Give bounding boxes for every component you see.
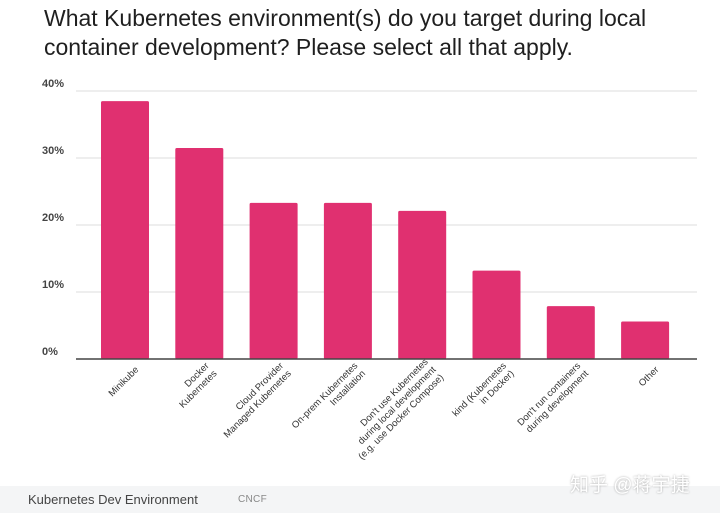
bar (621, 321, 670, 359)
chart-title: What Kubernetes environment(s) do you ta… (44, 5, 647, 60)
x-tick-label: kind (Kubernetesin Docker) (450, 360, 517, 427)
bar (546, 306, 595, 359)
watermark: 知乎 @蒋宇捷 (570, 475, 690, 496)
x-tick-label: Cloud ProviderManaged Kubernetes (214, 360, 294, 440)
x-tick-label: Don't run containersduring development (515, 360, 591, 436)
y-tick-label: 20% (42, 212, 64, 224)
x-tick-label: On-prem KubernetesInstallation (290, 360, 368, 438)
caption-title: Kubernetes Dev Environment (28, 492, 198, 507)
x-axis-labels: Minikube DockerKubernetes Cloud ProviderMa… (107, 357, 662, 463)
y-tick-label: 40% (42, 78, 64, 90)
bar (175, 148, 224, 359)
bar-chart: 0% 10% 20% 30% 40% Minikube DockerKubernetes C… (42, 78, 697, 463)
bars (101, 101, 670, 359)
x-tick-label: DockerKubernetes (170, 360, 220, 410)
y-axis-ticks: 0% 10% 20% 30% 40% (42, 78, 64, 358)
x-tick-label: Minikube (107, 364, 142, 399)
caption-source: CNCF (238, 494, 267, 505)
x-tick-label: Other (637, 364, 662, 389)
y-tick-label: 0% (42, 346, 58, 358)
bar (249, 202, 298, 359)
bar (398, 210, 447, 359)
bar (101, 101, 149, 359)
bar (323, 202, 372, 359)
y-tick-label: 30% (42, 145, 64, 157)
caption-bar: Kubernetes Dev Environment CNCF (0, 486, 720, 513)
gridlines (76, 90, 697, 293)
y-tick-label: 10% (42, 279, 64, 291)
bar (472, 270, 521, 359)
